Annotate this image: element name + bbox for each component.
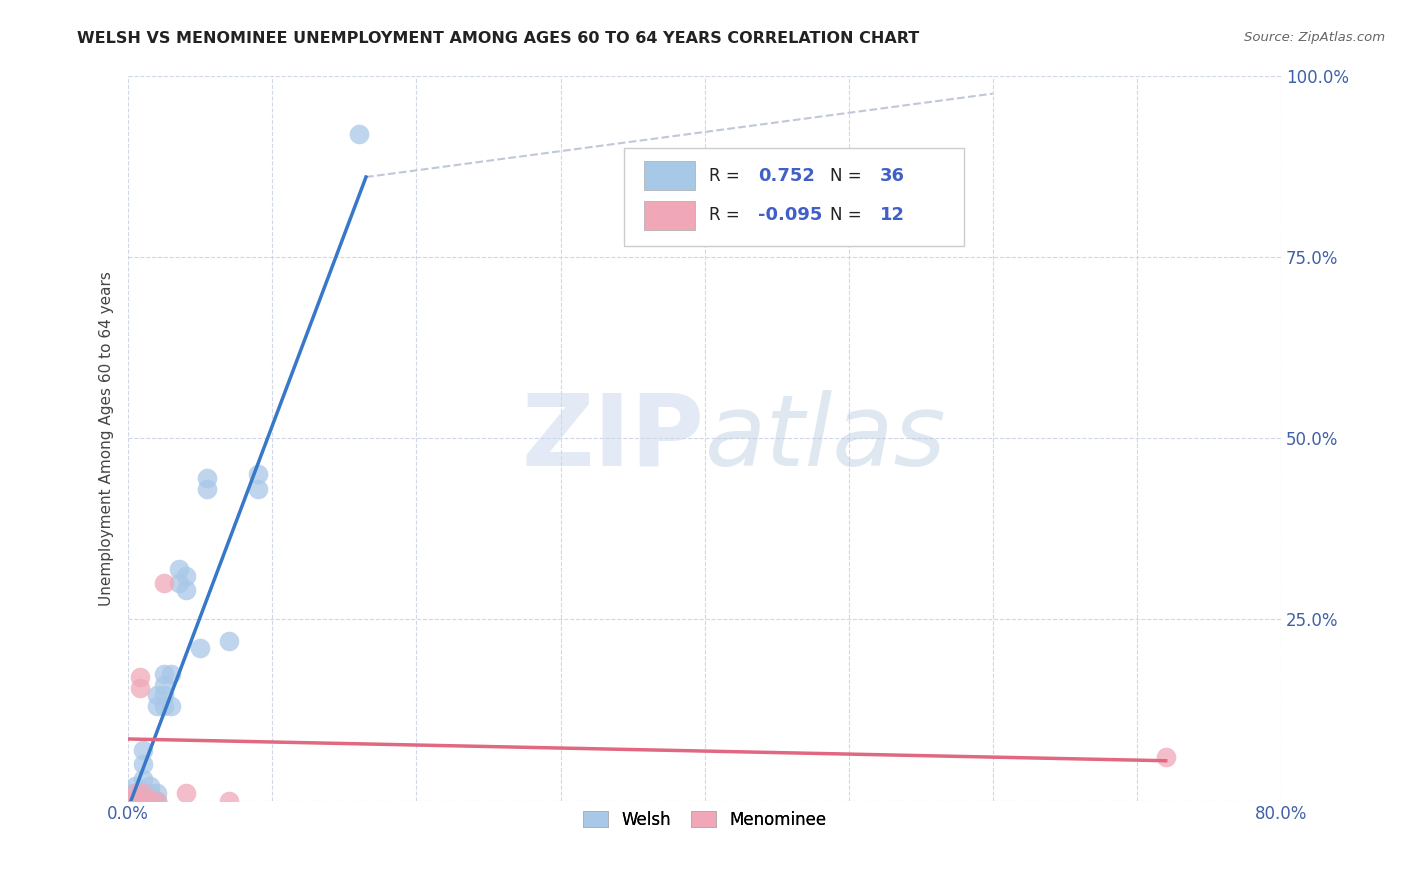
Point (117, 794, 139, 808)
Point (246, 467, 269, 482)
Point (146, 689, 169, 703)
Point (218, 634, 240, 648)
Point (139, 794, 162, 808)
Point (174, 583, 197, 598)
Text: N =: N = (831, 167, 868, 185)
Text: -0.095: -0.095 (758, 206, 823, 225)
Text: R =: R = (709, 167, 745, 185)
Point (124, 779, 146, 793)
Point (131, 794, 153, 808)
Point (124, 794, 146, 808)
Point (117, 786, 139, 800)
Text: WELSH VS MENOMINEE UNEMPLOYMENT AMONG AGES 60 TO 64 YEARS CORRELATION CHART: WELSH VS MENOMINEE UNEMPLOYMENT AMONG AG… (77, 31, 920, 46)
Point (197, 482, 219, 496)
Text: atlas: atlas (704, 390, 946, 486)
Point (160, 699, 183, 714)
Y-axis label: Unemployment Among Ages 60 to 64 years: Unemployment Among Ages 60 to 64 years (100, 270, 114, 606)
Point (167, 576, 190, 591)
Point (197, 471, 219, 485)
Point (128, 786, 150, 800)
Point (128, 794, 150, 808)
Point (128, 681, 150, 696)
Text: R =: R = (709, 206, 745, 225)
Point (153, 576, 176, 591)
Point (153, 666, 176, 681)
Point (347, 127, 370, 141)
Point (146, 794, 169, 808)
Point (160, 666, 183, 681)
Point (124, 786, 146, 800)
FancyBboxPatch shape (624, 148, 965, 246)
Point (131, 786, 153, 800)
Point (146, 699, 169, 714)
Point (128, 670, 150, 684)
Point (117, 794, 139, 808)
Text: N =: N = (831, 206, 868, 225)
Point (246, 482, 269, 496)
Point (139, 786, 162, 800)
Point (174, 569, 197, 583)
Text: ZIP: ZIP (522, 390, 704, 486)
Point (131, 772, 153, 786)
Point (153, 699, 176, 714)
Point (188, 641, 211, 656)
Point (124, 786, 146, 800)
Point (218, 794, 240, 808)
Point (146, 794, 169, 808)
Point (146, 786, 169, 800)
Point (153, 677, 176, 691)
Text: 0.752: 0.752 (758, 167, 814, 185)
Point (174, 786, 197, 800)
Point (131, 743, 153, 757)
Point (131, 786, 153, 800)
FancyBboxPatch shape (644, 161, 696, 190)
FancyBboxPatch shape (644, 201, 696, 230)
Point (124, 794, 146, 808)
Point (167, 561, 190, 575)
Point (131, 757, 153, 772)
Legend: Welsh, Menominee: Welsh, Menominee (576, 805, 832, 836)
Text: 36: 36 (880, 167, 905, 185)
Point (139, 794, 162, 808)
Point (1154, 750, 1177, 764)
Text: 12: 12 (880, 206, 905, 225)
Point (153, 689, 176, 703)
Text: Source: ZipAtlas.com: Source: ZipAtlas.com (1244, 31, 1385, 45)
Point (139, 779, 162, 793)
